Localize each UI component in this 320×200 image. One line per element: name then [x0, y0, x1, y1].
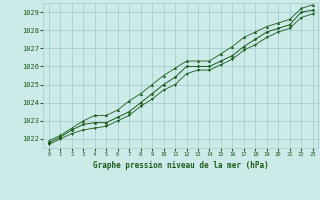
X-axis label: Graphe pression niveau de la mer (hPa): Graphe pression niveau de la mer (hPa) [93, 161, 269, 170]
